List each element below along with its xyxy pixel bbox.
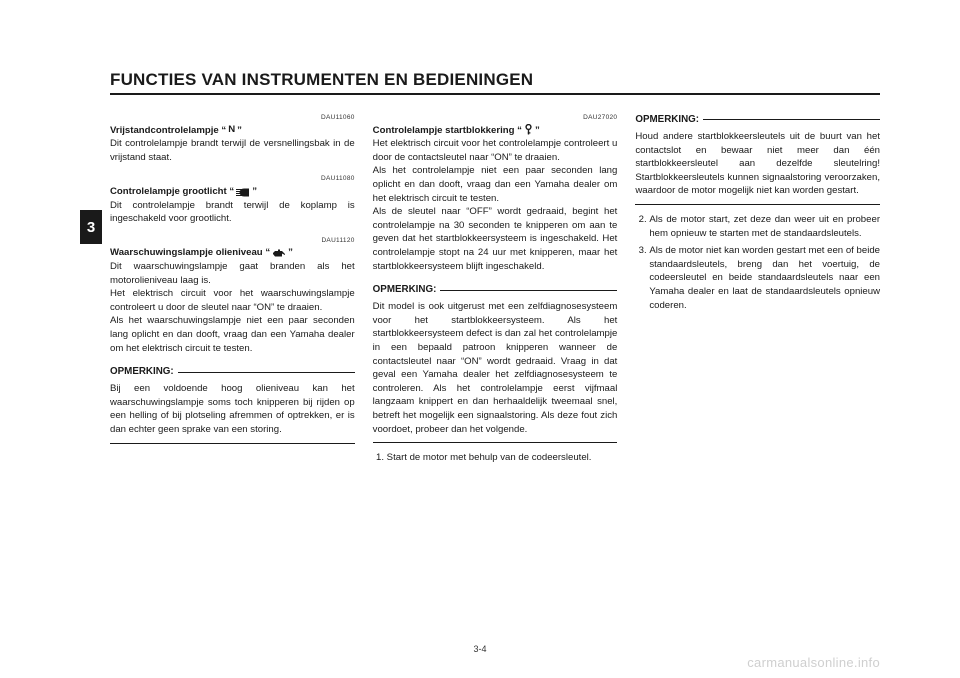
section-title: Waarschuwingslampje olieniveau “ ” — [110, 247, 293, 258]
rule-icon — [635, 204, 880, 205]
section-high-beam: DAU11080 Controlelampje grootlicht “ ” D… — [110, 174, 355, 225]
note-label: OPMERKING: — [373, 283, 437, 297]
content-columns: DAU11060 Vrijstandcontrolelampje “N” Dit… — [110, 113, 880, 469]
rule-icon — [373, 442, 618, 443]
title-text-end: ” — [288, 247, 293, 258]
list-item: Als de motor start, zet deze dan weer ui… — [649, 213, 880, 240]
rule-icon — [703, 119, 880, 120]
note-body: Houd andere startblokkeersleutels uit de… — [635, 130, 880, 198]
note-label: OPMERKING: — [635, 113, 699, 127]
title-text-end: ” — [252, 186, 257, 197]
rule-icon — [110, 443, 355, 444]
section-title: Controlelampje grootlicht “ ” — [110, 186, 257, 197]
title-text-end: ” — [237, 125, 242, 136]
rule-icon — [178, 372, 355, 373]
section-neutral-indicator: DAU11060 Vrijstandcontrolelampje “N” Dit… — [110, 113, 355, 164]
list-item: Als de motor niet kan worden gestart met… — [649, 244, 880, 312]
column-2: DAU27020 Controlelampje startblokkering … — [373, 113, 618, 469]
title-text: Controlelampje startblokkering “ — [373, 125, 522, 136]
neutral-icon: N — [228, 123, 235, 137]
section-body: Als het waarschuwingslampje niet een paa… — [110, 314, 355, 355]
section-body: Het elektrisch circuit voor het waarschu… — [110, 287, 355, 314]
page-number: 3-4 — [0, 644, 960, 654]
manual-page: FUNCTIES VAN INSTRUMENTEN EN BEDIENINGEN… — [0, 0, 960, 678]
key-icon — [524, 123, 533, 137]
title-text-end: ” — [535, 125, 540, 136]
list-item: Start de motor met behulp van de codeers… — [387, 451, 618, 465]
section-body: Als de sleutel naar “OFF” wordt gedraaid… — [373, 205, 618, 273]
section-oil-level: DAU11120 Waarschuwingslampje olieniveau … — [110, 236, 355, 355]
note-label: OPMERKING: — [110, 365, 174, 379]
section-title: Vrijstandcontrolelampje “N” — [110, 125, 242, 136]
section-body: Het elektrisch circuit voor het controle… — [373, 137, 618, 164]
note-body: Dit model is ook uitgerust met een zelfd… — [373, 300, 618, 436]
step-list: Start de motor met behulp van de codeers… — [373, 451, 618, 465]
ref-code: DAU11060 — [110, 113, 355, 122]
note-body: Bij een voldoende hoog olieniveau kan he… — [110, 382, 355, 436]
title-text: Waarschuwingslampje olieniveau “ — [110, 247, 270, 258]
high-beam-icon — [236, 185, 250, 199]
watermark-text: carmanualsonline.info — [747, 655, 880, 670]
section-body: Dit controlelampje brandt terwijl de kop… — [110, 199, 355, 226]
step-list: Als de motor start, zet deze dan weer ui… — [635, 213, 880, 312]
oil-can-icon — [272, 246, 286, 260]
section-immobilizer: DAU27020 Controlelampje startblokkering … — [373, 113, 618, 273]
chapter-tab: 3 — [80, 210, 102, 244]
note-heading-row: OPMERKING: — [110, 365, 355, 379]
note-heading-row: OPMERKING: — [635, 113, 880, 127]
ref-code: DAU11080 — [110, 174, 355, 183]
column-1: DAU11060 Vrijstandcontrolelampje “N” Dit… — [110, 113, 355, 469]
rule-icon — [440, 290, 617, 291]
column-3: OPMERKING: Houd andere startblokkeersleu… — [635, 113, 880, 469]
ref-code: DAU27020 — [373, 113, 618, 122]
ref-code: DAU11120 — [110, 236, 355, 245]
page-title: FUNCTIES VAN INSTRUMENTEN EN BEDIENINGEN — [110, 70, 880, 95]
section-body: Dit controlelampje brandt terwijl de ver… — [110, 137, 355, 164]
note-heading-row: OPMERKING: — [373, 283, 618, 297]
title-text: Controlelampje grootlicht “ — [110, 186, 234, 197]
section-title: Controlelampje startblokkering “ ” — [373, 125, 540, 136]
section-body: Dit waarschuwingslampje gaat branden als… — [110, 260, 355, 287]
section-body: Als het controlelampje niet een paar sec… — [373, 164, 618, 205]
title-text: Vrijstandcontrolelampje “ — [110, 125, 226, 136]
